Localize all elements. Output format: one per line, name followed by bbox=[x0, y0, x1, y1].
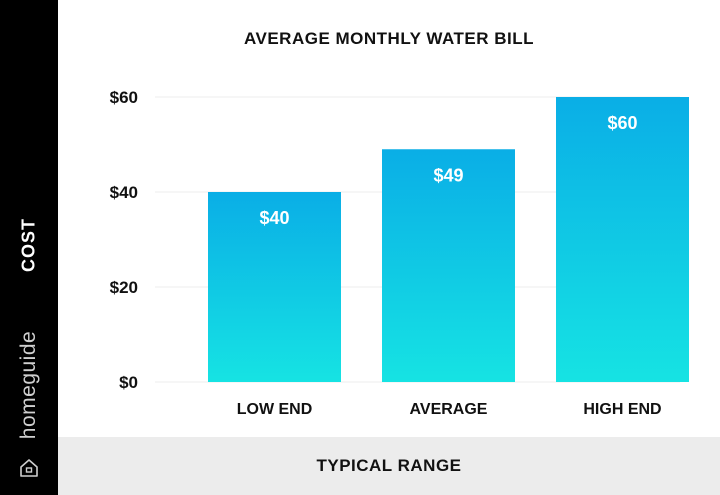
bar bbox=[556, 97, 689, 382]
x-axis-footer: TYPICAL RANGE bbox=[58, 437, 720, 495]
bars bbox=[208, 97, 689, 382]
y-tick-label: $40 bbox=[110, 183, 138, 202]
bar bbox=[382, 149, 515, 382]
sidebar: COST homeguide bbox=[0, 0, 58, 495]
x-tick-label: HIGH END bbox=[583, 401, 661, 418]
chart-title: AVERAGE MONTHLY WATER BILL bbox=[243, 29, 535, 48]
x-tick-labels: LOW END AVERAGE HIGH END bbox=[237, 401, 662, 418]
bar bbox=[208, 192, 341, 382]
y-axis-label: COST bbox=[18, 217, 39, 273]
y-tick-labels: $0 $20 $40 $60 bbox=[110, 88, 138, 392]
data-labels: $40 $49 $60 bbox=[259, 113, 637, 228]
y-tick-label: $20 bbox=[110, 278, 138, 297]
data-label: $60 bbox=[607, 113, 637, 133]
brand-name: homeguide bbox=[17, 330, 40, 440]
x-axis-label: TYPICAL RANGE bbox=[316, 456, 462, 475]
house-icon bbox=[20, 459, 38, 477]
x-tick-label: LOW END bbox=[237, 401, 313, 418]
plot-area: $0 $20 $40 $60 $40 $49 $60 LOW END AVERAGE HIGH… bbox=[110, 88, 689, 418]
x-tick-label: AVERAGE bbox=[410, 401, 488, 418]
data-label: $40 bbox=[259, 208, 289, 228]
y-tick-label: $0 bbox=[119, 373, 138, 392]
data-label: $49 bbox=[433, 165, 463, 185]
y-tick-label: $60 bbox=[110, 88, 138, 107]
